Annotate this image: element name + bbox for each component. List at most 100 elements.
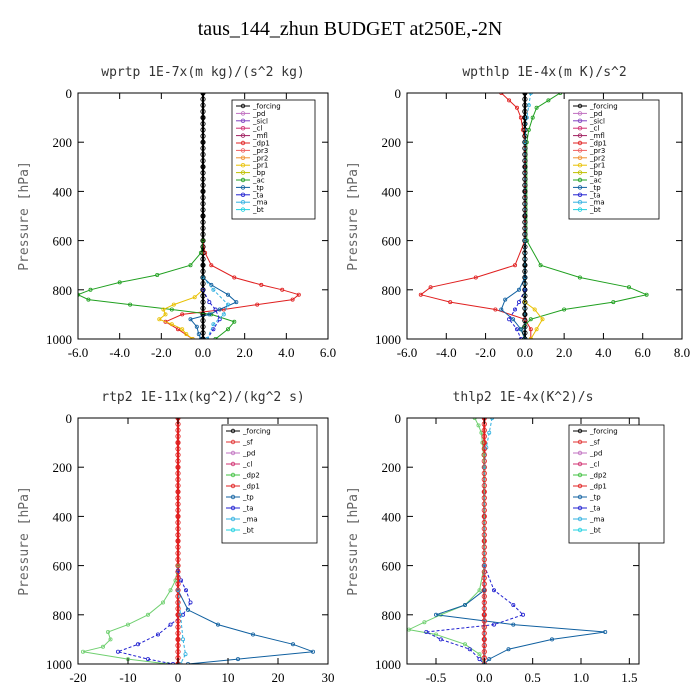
data-point [217, 307, 222, 312]
panel-4: -0.5 0.0 0.5 1.0 1.5 0 200 400 600 800 1000 thlp2 1… [346, 390, 665, 685]
forcing-marker [200, 164, 206, 170]
data-point [487, 430, 492, 435]
panel-2: -6.0 -4.0 -2.0 0.0 2.0 4.0 6.0 8.0 0 200 400 600 800… [346, 65, 690, 360]
data-point [157, 317, 162, 322]
legend-entry: _ma [589, 516, 605, 524]
series-line-ma [483, 418, 493, 664]
y-tick-label: 0 [66, 411, 73, 426]
data-point [211, 287, 216, 292]
data-point [101, 644, 106, 649]
legend-entry: _pd [252, 110, 265, 118]
forcing-marker [481, 550, 487, 556]
forcing-marker [200, 195, 206, 201]
data-point [145, 612, 150, 617]
data-point [88, 287, 93, 292]
data-point [477, 652, 482, 657]
data-point [155, 272, 160, 277]
data-point [203, 250, 208, 255]
forcing-marker [481, 624, 487, 630]
forcing-marker [200, 256, 206, 262]
forcing-marker [522, 324, 528, 330]
legend-entry: _pd [589, 110, 602, 118]
forcing-marker [175, 427, 181, 433]
forcing-marker [522, 170, 528, 176]
data-point [188, 600, 193, 605]
forcing-marker [481, 587, 487, 593]
x-tick-label: 4.0 [278, 345, 294, 360]
x-tick-label: 6.0 [635, 345, 651, 360]
legend-entry: _dp1 [252, 140, 270, 148]
data-point [448, 300, 453, 305]
data-point [491, 622, 496, 627]
forcing-marker [175, 575, 181, 581]
x-tick-label: 2.0 [556, 345, 572, 360]
legend: _forcing_pd_sicl_cl_mfl_dp1_pr3_pr2_pr1_… [231, 99, 316, 220]
forcing-marker [175, 556, 181, 563]
panel-title: rtp2 1E-11x(kg^2)/(kg^2 s) [101, 390, 305, 405]
forcing-marker [481, 562, 487, 569]
x-tick-label: 4.0 [595, 345, 611, 360]
x-tick-label: 0 [175, 670, 182, 685]
forcing-marker [481, 618, 487, 624]
legend-entry: _pr3 [589, 147, 605, 155]
plot-frame [406, 92, 683, 340]
data-point [479, 430, 484, 435]
forcing-marker [481, 612, 487, 618]
data-point [180, 312, 185, 317]
data-point [169, 322, 174, 327]
legend-entry: _cl [242, 461, 252, 469]
data-point [528, 327, 533, 332]
data-point [168, 622, 173, 627]
legend: _forcing_pd_sicl_cl_mfl_dp1_pr3_pr2_pr1_… [568, 99, 660, 220]
y-tick-label: 200 [53, 135, 73, 150]
data-point [192, 295, 197, 300]
figure-title: taus_144_zhun BUDGET at250E,-2N [197, 18, 503, 40]
y-tick-label: 600 [53, 559, 73, 574]
series-line-dp1 [82, 565, 179, 664]
y-tick-label: 200 [382, 135, 402, 150]
legend-entry: _dp1 [589, 140, 607, 148]
data-point [225, 327, 230, 332]
forcing-marker [481, 569, 487, 575]
forcing-marker [481, 556, 487, 563]
data-point [200, 238, 205, 243]
y-tick-label: 800 [382, 608, 402, 623]
forcing-marker [522, 311, 528, 317]
forcing-marker [200, 293, 206, 299]
data-point [171, 662, 175, 664]
x-tick-label: 0.0 [517, 345, 533, 360]
forcing-marker [481, 446, 487, 452]
y-tick-label: 800 [53, 283, 73, 298]
forcing-marker [175, 501, 181, 507]
data-point [175, 612, 180, 617]
x-tick-label: 6.0 [320, 345, 336, 360]
forcing-marker [175, 495, 181, 501]
forcing-marker [200, 102, 206, 108]
data-point [477, 657, 482, 662]
forcing-marker [175, 569, 181, 575]
legend: _forcing _sf _pd _cl _dp2 _dp1 _tp _ta _ma _bt [221, 424, 318, 544]
forcing-marker [175, 538, 181, 544]
data-point [235, 657, 240, 662]
y-tick-label: 1000 [375, 332, 401, 347]
data-point [259, 282, 264, 287]
forcing-marker [200, 121, 206, 127]
data-point [611, 300, 616, 305]
data-point [472, 418, 477, 420]
data-point [188, 263, 193, 268]
data-point [135, 642, 140, 647]
forcing-marker [175, 581, 181, 587]
data-point [126, 622, 131, 627]
y-tick-label: 0 [66, 86, 73, 101]
data-point [296, 292, 301, 297]
data-point [116, 649, 121, 654]
x-tick-label: 0.0 [476, 670, 492, 685]
data-point [530, 115, 535, 120]
forcing-marker [522, 108, 528, 115]
data-point [180, 637, 185, 642]
data-point [513, 263, 518, 268]
data-point [482, 563, 487, 568]
forcing-marker [522, 139, 528, 145]
forcing-marker [481, 526, 487, 532]
forcing-marker [175, 446, 181, 452]
